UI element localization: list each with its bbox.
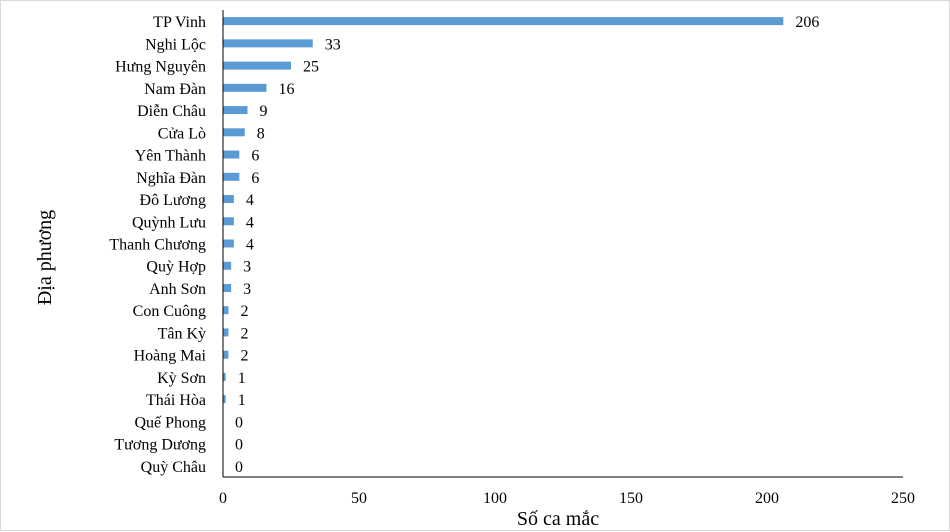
bar <box>223 395 226 404</box>
data-label: 0 <box>235 414 243 431</box>
bar <box>223 106 248 115</box>
category-label: Nghĩa Đàn <box>136 170 206 187</box>
category-label: Yên Thành <box>135 148 206 165</box>
data-label: 4 <box>246 214 254 231</box>
category-label: Nghi Lộc <box>145 36 206 53</box>
x-tick-label: 50 <box>351 490 367 507</box>
category-label: Kỳ Sơn <box>157 370 206 387</box>
bar <box>223 128 245 137</box>
category-label: Hoàng Mai <box>134 348 207 365</box>
bar <box>223 283 232 292</box>
category-label: Đô Lương <box>140 192 206 209</box>
category-label: Tân Kỳ <box>158 325 206 342</box>
bar <box>223 39 313 48</box>
data-label: 1 <box>238 392 246 409</box>
x-tick-label: 150 <box>619 490 643 507</box>
data-label: 8 <box>257 125 265 142</box>
data-label: 9 <box>259 103 267 120</box>
data-label: 2 <box>240 348 248 365</box>
category-label: Con Cuông <box>133 303 206 320</box>
bar <box>223 172 240 181</box>
bar <box>223 328 229 337</box>
category-label: Thái Hòa <box>146 392 206 409</box>
data-label: 3 <box>243 281 251 298</box>
data-label: 33 <box>325 36 341 53</box>
y-axis-title: Địa phương <box>34 210 56 305</box>
category-label: Quỳnh Lưu <box>132 214 206 231</box>
data-label: 3 <box>243 259 251 276</box>
x-tick-label: 0 <box>219 490 227 507</box>
category-label: TP Vinh <box>153 14 206 31</box>
category-label: Nam Đàn <box>144 81 206 98</box>
data-label: 2 <box>240 325 248 342</box>
data-label: 16 <box>279 81 295 98</box>
x-tick-labels-group: 0 50 100 150 200 250 <box>219 490 915 507</box>
category-label: Thanh Chương <box>109 237 206 254</box>
bar <box>223 17 784 26</box>
bar <box>223 150 240 159</box>
x-axis-title: Số ca mắc <box>517 508 599 530</box>
data-label: 6 <box>251 148 259 165</box>
data-label: 1 <box>238 370 246 387</box>
category-labels-group: TP Vinh Nghi Lộc Hưng Nguyên Nam Đàn Diễn Ch… <box>109 14 206 476</box>
category-label: Diễn Châu <box>137 103 206 120</box>
data-label: 4 <box>246 192 254 209</box>
data-label: 206 <box>795 14 819 31</box>
category-label: Cửa Lò <box>158 125 206 142</box>
bar <box>223 372 226 381</box>
category-label: Anh Sơn <box>149 281 206 298</box>
bar <box>223 83 267 92</box>
x-tick-label: 200 <box>755 490 779 507</box>
bar <box>223 195 234 204</box>
bars-group <box>223 17 784 404</box>
data-label: 0 <box>235 437 243 454</box>
category-label: Quế Phong <box>134 414 206 431</box>
data-label: 6 <box>251 170 259 187</box>
bar <box>223 261 232 270</box>
bar <box>223 61 291 70</box>
data-label: 4 <box>246 237 254 254</box>
category-label: Tương Dương <box>114 437 206 454</box>
data-label: 25 <box>303 59 319 76</box>
bar <box>223 306 229 315</box>
data-label: 0 <box>235 459 243 476</box>
category-label: Hưng Nguyên <box>115 59 206 76</box>
x-tick-label: 250 <box>891 490 915 507</box>
bar <box>223 350 229 359</box>
bar <box>223 217 234 226</box>
category-label: Quỳ Châu <box>141 459 206 476</box>
category-label: Quỳ Hợp <box>146 259 206 276</box>
data-label: 2 <box>240 303 248 320</box>
bar <box>223 239 234 248</box>
x-tick-label: 100 <box>483 490 507 507</box>
